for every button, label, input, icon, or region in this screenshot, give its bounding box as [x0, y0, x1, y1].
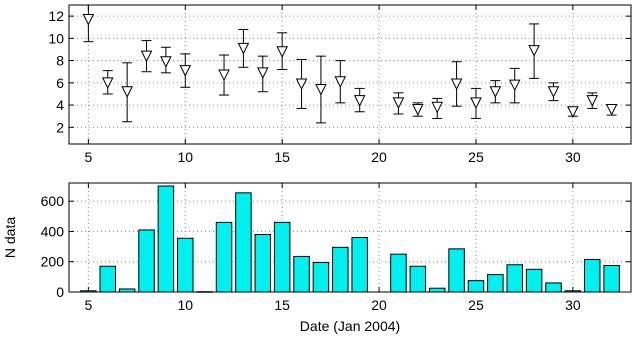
data-point-marker: [489, 86, 502, 98]
data-point-marker: [392, 97, 405, 109]
bar: [545, 282, 562, 293]
bar: [603, 265, 620, 293]
data-point-marker: [605, 104, 618, 116]
bar: [351, 237, 368, 293]
x-tick-label: 10: [177, 149, 193, 165]
x-tick-label: 30: [565, 297, 581, 313]
bar: [428, 287, 446, 293]
error-bar-panel: 5 10 15 20 25 30 2 4 6 8 10 12: [48, 4, 632, 165]
x-tick-label: 20: [371, 297, 387, 313]
bar: [99, 265, 117, 293]
data-point-marker: [567, 106, 579, 118]
plot-frame: [68, 4, 632, 145]
data-point-marker: [237, 42, 250, 55]
bar: [409, 265, 427, 293]
y-tick-label: 600: [41, 193, 65, 209]
bar: [583, 258, 601, 293]
x-tick-label: 25: [468, 297, 484, 313]
bar: [215, 221, 233, 293]
x-axis-label: Date (Jan 2004): [300, 318, 400, 334]
y-tick-label: 400: [41, 223, 65, 239]
bar: [506, 264, 523, 293]
y-tick-label: 8: [56, 53, 64, 69]
bar: [157, 185, 175, 293]
y-tick-label: 2: [56, 119, 64, 135]
y-tick-label: 4: [56, 97, 64, 113]
data-point-marker: [179, 65, 192, 77]
bar: [332, 246, 349, 293]
y-tick-label: 6: [56, 75, 64, 91]
x-tick-label: 5: [84, 149, 92, 165]
bar: [487, 274, 504, 293]
data-point-marker: [140, 50, 153, 63]
y-tick-label: 0: [56, 284, 64, 300]
data-point-marker: [334, 76, 347, 88]
x-tick-label: 15: [274, 149, 290, 165]
data-point-marker: [508, 79, 521, 92]
data-point-marker: [276, 46, 288, 58]
x-tick-label: 15: [274, 297, 290, 313]
data-point-marker: [121, 86, 133, 98]
x-tick-label: 10: [177, 297, 193, 313]
x-tick-label: 5: [84, 297, 92, 313]
data-point-marker: [450, 78, 463, 91]
x-tick-label: 30: [565, 149, 581, 165]
y-tick-label: 10: [48, 30, 64, 46]
bar: [235, 192, 252, 293]
data-point-marker: [528, 45, 540, 57]
bar: [177, 237, 194, 293]
data-point-marker: [82, 13, 95, 26]
y-tick-label: 12: [48, 8, 64, 24]
bar: [467, 280, 485, 293]
data-point-marker: [160, 56, 172, 68]
x-tick-label: 25: [468, 149, 484, 165]
bar: [138, 229, 155, 293]
data-point-marker: [586, 95, 599, 107]
data-point-marker: [412, 104, 424, 116]
data-point-marker: [295, 78, 308, 91]
data-point-marker: [431, 101, 444, 114]
data-point-marker: [256, 67, 269, 79]
data-point-marker: [470, 97, 482, 109]
data-point-marker: [353, 95, 366, 107]
data-point-marker: [547, 86, 560, 98]
bar: [448, 248, 465, 293]
bar: [273, 221, 291, 293]
bar-count-panel: 5 10 15 20 25 30 0 200 400 600: [41, 182, 632, 313]
y-tick-label: 200: [41, 254, 65, 270]
bar: [525, 268, 543, 293]
y-axis-label: N data: [2, 217, 18, 258]
data-point-marker: [218, 69, 230, 82]
bar: [254, 233, 272, 293]
data-point-marker: [101, 77, 114, 89]
bar: [293, 255, 310, 293]
data-point-marker: [315, 84, 327, 96]
bar: [312, 261, 330, 293]
x-tick-label: 20: [371, 149, 387, 165]
bar: [390, 253, 407, 293]
